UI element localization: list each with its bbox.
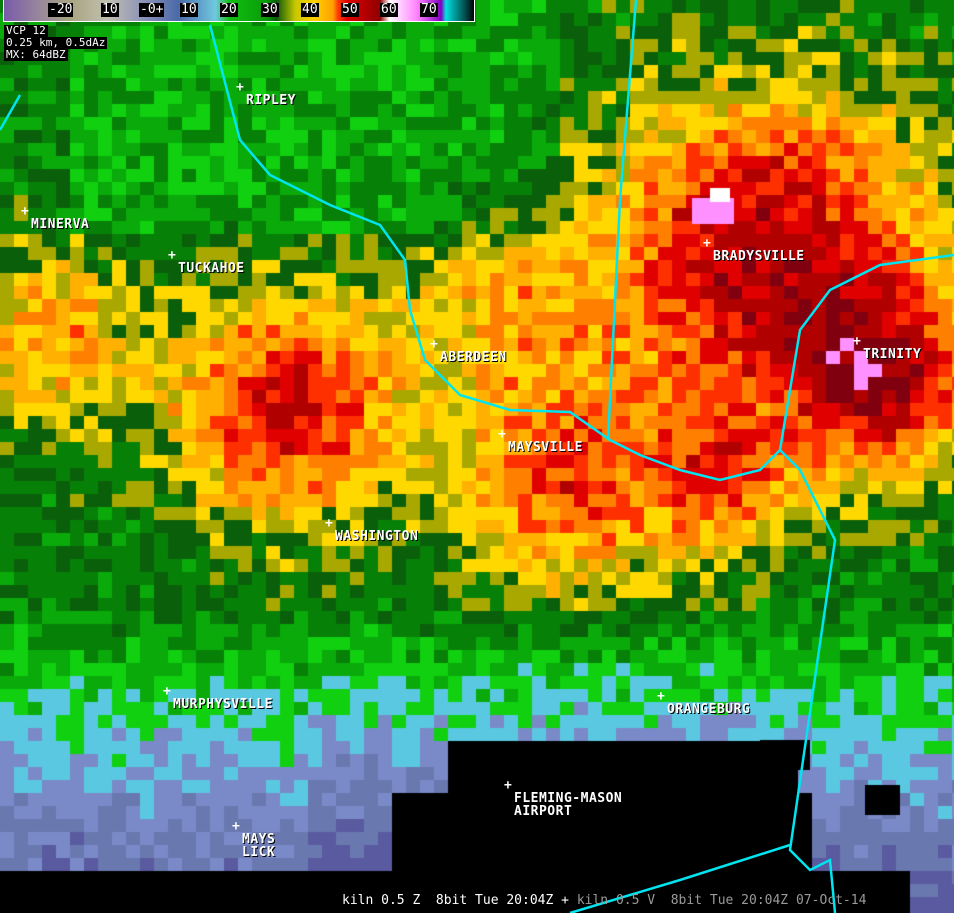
boundary-line xyxy=(569,843,791,913)
legend-label: 20 xyxy=(220,2,238,17)
status-bar: kiln 0.5 Z 8bit Tue 20:04Z + kiln 0.5 V … xyxy=(342,893,866,908)
separator: + xyxy=(561,893,569,908)
legend-label: 10 xyxy=(180,2,198,17)
legend-label: 50 xyxy=(341,2,359,17)
city-label: MINERVA xyxy=(31,217,90,232)
boundary-line xyxy=(0,94,22,131)
legend-label: 40 xyxy=(301,2,319,17)
city-marker-icon: + xyxy=(504,778,512,793)
color-scale-legend: -20 10 -0+ 10 20 30 40 50 60 70 xyxy=(3,0,475,22)
city-marker-icon: + xyxy=(657,689,665,704)
legend-label: 10 xyxy=(101,2,119,17)
city-label: FLEMING-MASON AIRPORT xyxy=(514,791,623,819)
city-label: BRADYSVILLE xyxy=(713,249,805,264)
boundary-line xyxy=(208,24,954,482)
city-label: MAYS LICK xyxy=(242,832,276,860)
city-marker-icon: + xyxy=(163,684,171,699)
legend-label: 30 xyxy=(261,2,279,17)
legend-label: -20 xyxy=(48,2,74,17)
city-label: MURPHYSVILLE xyxy=(173,697,273,712)
city-marker-icon: + xyxy=(703,236,711,251)
city-label: TUCKAHOE xyxy=(178,261,245,276)
legend-label: -0+ xyxy=(139,2,165,17)
city-marker-icon: + xyxy=(168,248,176,263)
vcp-label: VCP 12 xyxy=(4,24,48,37)
city-marker-icon: + xyxy=(498,427,506,442)
city-label: ORANGEBURG xyxy=(667,702,751,717)
max-reflectivity-label: MX: 64dBZ xyxy=(4,48,68,61)
city-label: ABERDEEN xyxy=(440,350,507,365)
city-marker-icon: + xyxy=(325,516,333,531)
resolution-label: 0.25 km, 0.5dAz xyxy=(4,36,108,49)
city-label: TRINITY xyxy=(863,347,922,362)
primary-product-label: kiln 0.5 Z 8bit Tue 20:04Z xyxy=(342,893,554,908)
legend-label: 60 xyxy=(380,2,398,17)
city-marker-icon: + xyxy=(853,334,861,349)
city-label: MAYSVILLE xyxy=(508,440,583,455)
city-marker-icon: + xyxy=(236,80,244,95)
boundary-line xyxy=(606,0,638,441)
boundary-line xyxy=(779,449,837,913)
secondary-product-label: kiln 0.5 V 8bit Tue 20:04Z 07-Oct-14 xyxy=(576,893,867,908)
legend-label: 70 xyxy=(420,2,438,17)
city-marker-icon: + xyxy=(21,204,29,219)
city-label: WASHINGTON xyxy=(335,529,419,544)
city-marker-icon: + xyxy=(232,819,240,834)
city-label: RIPLEY xyxy=(246,93,296,108)
city-marker-icon: + xyxy=(430,337,438,352)
